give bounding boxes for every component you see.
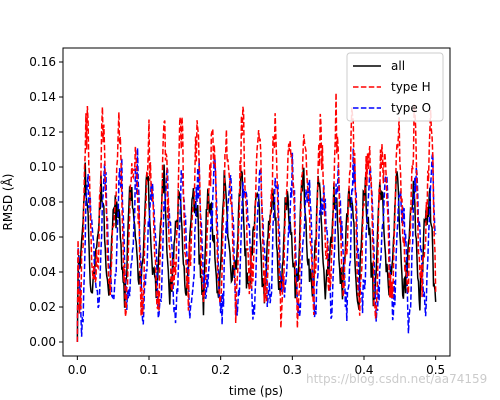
x-tick-label: 0.4 (354, 363, 373, 377)
x-axis-label: time (ps) (229, 384, 283, 398)
y-tick-label: 0.06 (29, 230, 56, 244)
y-tick-label: 0.12 (29, 125, 56, 139)
y-tick-label: 0.00 (29, 335, 56, 349)
x-tick-label: 0.1 (139, 363, 158, 377)
series-line-all (76, 162, 437, 343)
y-axis-label: RMSD (Å) (0, 174, 15, 231)
y-tick-label: 0.08 (29, 195, 56, 209)
legend-label: type H (391, 80, 431, 94)
x-axis: 0.0 0.1 0.2 0.3 0.4 0.5 (68, 356, 445, 377)
series-line-type-h (76, 92, 437, 343)
x-tick-label: 0.3 (283, 363, 302, 377)
y-tick-label: 0.14 (29, 90, 56, 104)
x-tick-label: 0.5 (426, 363, 445, 377)
x-tick-label: 0.0 (68, 363, 87, 377)
y-tick-label: 0.02 (29, 300, 56, 314)
legend: all type H type O (346, 52, 444, 122)
watermark: https://blog.csdn.net/aa74159 (306, 372, 488, 386)
y-tick-label: 0.04 (29, 265, 56, 279)
series-layer (76, 92, 437, 343)
y-tick-label: 0.16 (29, 55, 56, 69)
x-tick-label: 0.2 (211, 363, 230, 377)
legend-label: all (391, 59, 405, 73)
y-tick-label: 0.10 (29, 160, 56, 174)
y-axis: 0.00 0.02 0.04 0.06 0.08 0.10 0.12 0.14 0.16 (29, 55, 63, 349)
legend-box (346, 52, 444, 122)
legend-label: type O (391, 101, 431, 115)
